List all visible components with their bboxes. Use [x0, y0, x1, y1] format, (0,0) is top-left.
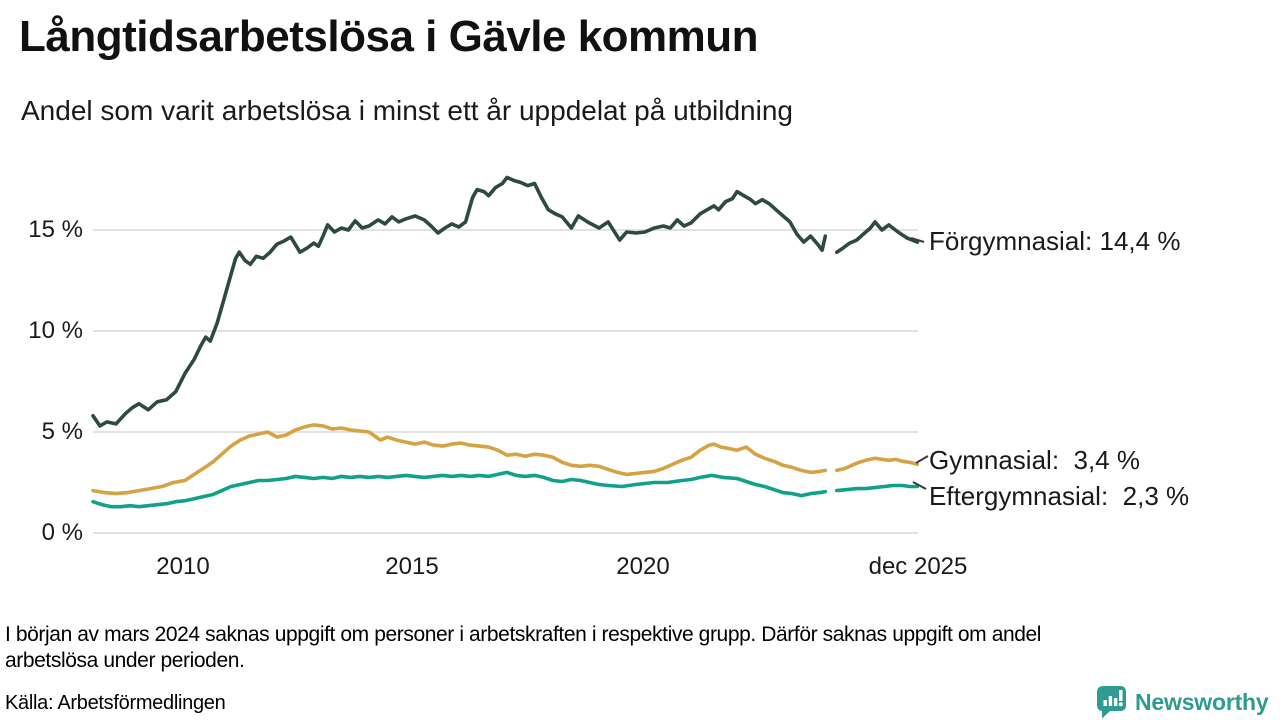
newsworthy-branding: Newsworthy	[1096, 685, 1276, 719]
y-axis-tick-5: 5 %	[41, 418, 83, 445]
x-axis-tick-dec-2025: dec 2025	[868, 553, 968, 580]
y-axis-tick-15: 15 %	[28, 216, 83, 243]
x-axis-tick-2010: 2010	[156, 553, 210, 580]
label-connector-förgymnasial	[910, 237, 925, 243]
label-connector-dashes	[910, 237, 929, 490]
series-line-gymnasial-post-gap	[835, 456, 920, 473]
source-text: Källa: Arbetsförmedlingen	[5, 692, 226, 714]
series-line-eftergymnasial-post-gap	[835, 483, 920, 493]
x-axis-tick-2015: 2015	[385, 553, 439, 580]
x-axis-tick-2020: 2020	[616, 553, 670, 580]
series-line-förgymnasial-pre-gap	[91, 175, 828, 428]
chart-title: Långtidsarbetslösa i Gävle kommun	[19, 12, 759, 61]
y-axis-tick-0: 0 %	[41, 519, 83, 546]
newsworthy-logo-text: Newsworthy	[1135, 688, 1269, 715]
footnote-text: I början av mars 2024 saknas uppgift om …	[5, 623, 1042, 672]
label-connector-gymnasial	[915, 455, 929, 464]
series-line-eftergymnasial-pre-gap	[91, 470, 828, 509]
series-line-förgymnasial-post-gap	[835, 220, 920, 254]
chart-subtitle: Andel som varit arbetslösa i minst ett å…	[21, 95, 793, 126]
series-end-label-eftergymnasial: Eftergymnasial: 2,3 %	[929, 481, 1190, 511]
series-end-label-forgymnasial: Förgymnasial: 14,4 %	[929, 226, 1181, 256]
series-lines	[91, 175, 920, 509]
series-end-label-gymnasial: Gymnasial: 3,4 %	[929, 445, 1140, 475]
label-connector-eftergymnasial	[912, 481, 927, 490]
y-axis-tick-10: 10 %	[28, 317, 83, 344]
newsworthy-logo-icon	[1097, 686, 1126, 719]
series-line-gymnasial-pre-gap	[91, 423, 828, 496]
gridlines	[93, 229, 918, 534]
